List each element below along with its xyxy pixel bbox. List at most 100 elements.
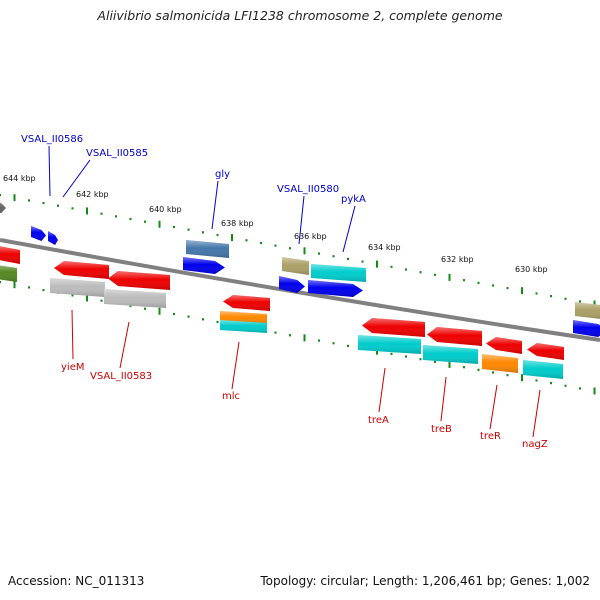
kbp-label-630: 630 kbp xyxy=(515,265,548,274)
feature-gray-0583 xyxy=(104,289,166,308)
outer-minor-tick xyxy=(419,271,422,274)
outer-minor-tick xyxy=(463,279,465,282)
inner-major-tick xyxy=(13,281,16,289)
feature-red-nagz xyxy=(527,343,564,360)
feature-orange-trer xyxy=(482,354,518,373)
inner-minor-tick xyxy=(144,307,146,310)
inner-minor-tick xyxy=(405,355,407,358)
outer-minor-tick xyxy=(100,212,103,215)
feature-gray-left-edge xyxy=(0,202,6,213)
feature-cyan-mlc xyxy=(220,320,267,333)
outer-minor-tick xyxy=(260,241,262,245)
feature-red-trea xyxy=(362,318,425,337)
feature-blue-small-2 xyxy=(48,231,58,245)
kbp-label-layer: 644 kbp 642 kbp 640 kbp 638 kbp 636 kbp … xyxy=(3,174,548,274)
outer-major-tick xyxy=(521,287,523,295)
feature-red-trer-shading xyxy=(486,337,522,354)
inner-major-tick xyxy=(303,334,306,342)
outer-major-tick xyxy=(376,260,378,268)
inner-minor-tick xyxy=(550,382,552,385)
outer-minor-tick xyxy=(347,257,349,260)
feature-red-mlc-shading xyxy=(223,295,270,311)
outer-minor-tick xyxy=(361,260,364,263)
outer-minor-tick xyxy=(405,268,407,271)
feature-gray-yiem-shading xyxy=(50,278,105,297)
gene-label-vsal-ii0585: VSAL_II0585 xyxy=(86,148,148,159)
feature-blue-pyka-shading xyxy=(308,280,363,297)
feature-red-left-edge-shading xyxy=(0,246,20,264)
gene-label-treb: treB xyxy=(431,424,452,435)
outer-major-tick xyxy=(593,300,596,308)
outer-minor-tick xyxy=(506,287,509,290)
inner-minor-tick xyxy=(477,368,480,371)
gene-label-vsal-ii0580: VSAL_II0580 xyxy=(277,184,339,195)
feature-blue-gly-shading xyxy=(183,257,225,274)
outer-minor-tick xyxy=(434,273,436,276)
feature-cyan-trea xyxy=(358,335,421,354)
feature-red-trer xyxy=(486,337,522,354)
leader-vsal-ii0583 xyxy=(119,321,130,369)
outer-minor-tick xyxy=(245,239,248,242)
feature-gray-left-edge-shading xyxy=(0,202,6,213)
gene-label-gly: gly xyxy=(215,169,230,180)
outer-minor-tick xyxy=(550,295,552,298)
feature-olive-0580 xyxy=(282,257,309,275)
outer-tick-ring xyxy=(0,194,596,308)
outer-major-tick xyxy=(86,207,88,215)
feature-orange-trer-shading xyxy=(482,354,518,373)
leader-gly xyxy=(211,180,219,230)
leader-trer xyxy=(489,384,498,430)
feature-red-treb xyxy=(427,327,482,346)
feature-red-0583 xyxy=(108,271,170,290)
inner-minor-tick xyxy=(579,387,581,390)
gene-label-pyka: pykA xyxy=(341,194,366,205)
outer-minor-tick xyxy=(564,297,567,300)
kbp-label-636: 636 kbp xyxy=(294,232,327,241)
outer-minor-tick xyxy=(492,284,494,287)
inner-minor-tick xyxy=(347,344,349,347)
inner-minor-tick xyxy=(216,320,219,324)
outer-minor-tick xyxy=(289,247,291,250)
outer-minor-tick xyxy=(115,215,117,218)
inner-minor-tick xyxy=(318,339,320,342)
outer-minor-tick xyxy=(144,220,146,223)
feature-cyan-trea-shading xyxy=(358,335,421,354)
feature-cyan-treb xyxy=(423,345,478,364)
outer-minor-tick xyxy=(535,292,538,295)
feature-steelblue-gly xyxy=(186,240,229,258)
outer-minor-tick xyxy=(187,228,190,231)
inner-minor-tick xyxy=(28,286,30,289)
outer-minor-tick xyxy=(216,233,219,237)
outer-minor-tick xyxy=(332,255,335,258)
inner-minor-tick xyxy=(289,334,291,337)
feature-steelblue-gly-shading xyxy=(186,240,229,258)
leader-nagz xyxy=(532,389,541,438)
feature-blue-0580-shading xyxy=(279,276,305,293)
feature-blue-small-1 xyxy=(31,226,46,241)
feature-cyan-mlc-shading xyxy=(220,320,267,333)
inner-minor-tick xyxy=(492,371,494,374)
leader-vsal-ii0586 xyxy=(48,145,51,197)
feature-cyan-pyka-shading xyxy=(311,264,366,282)
feature-red-treb-shading xyxy=(427,327,482,346)
leader-mlc xyxy=(231,341,240,390)
inner-minor-tick xyxy=(564,384,567,387)
leader-yiem xyxy=(71,309,74,360)
genome-stats-text: Topology: circular; Length: 1,206,461 bp… xyxy=(260,574,590,588)
outer-minor-tick xyxy=(42,201,45,205)
accession-text: Accession: NC_011313 xyxy=(8,574,145,588)
inner-minor-tick xyxy=(390,352,393,355)
inner-minor-tick xyxy=(419,358,422,361)
feature-gray-0583-shading xyxy=(104,289,166,308)
outer-minor-tick xyxy=(202,231,204,234)
inner-minor-tick xyxy=(71,294,74,297)
feature-red-mlc xyxy=(223,295,270,311)
gene-label-layer: VSAL_II0586 VSAL_II0585 gly VSAL_II0580 … xyxy=(21,134,548,450)
outer-major-tick xyxy=(448,273,451,281)
inner-minor-tick xyxy=(332,342,335,345)
gene-label-mlc: mlc xyxy=(222,391,240,402)
feature-blue-pyka xyxy=(308,280,363,297)
feature-track xyxy=(0,202,600,379)
gene-label-trer: treR xyxy=(480,431,501,442)
